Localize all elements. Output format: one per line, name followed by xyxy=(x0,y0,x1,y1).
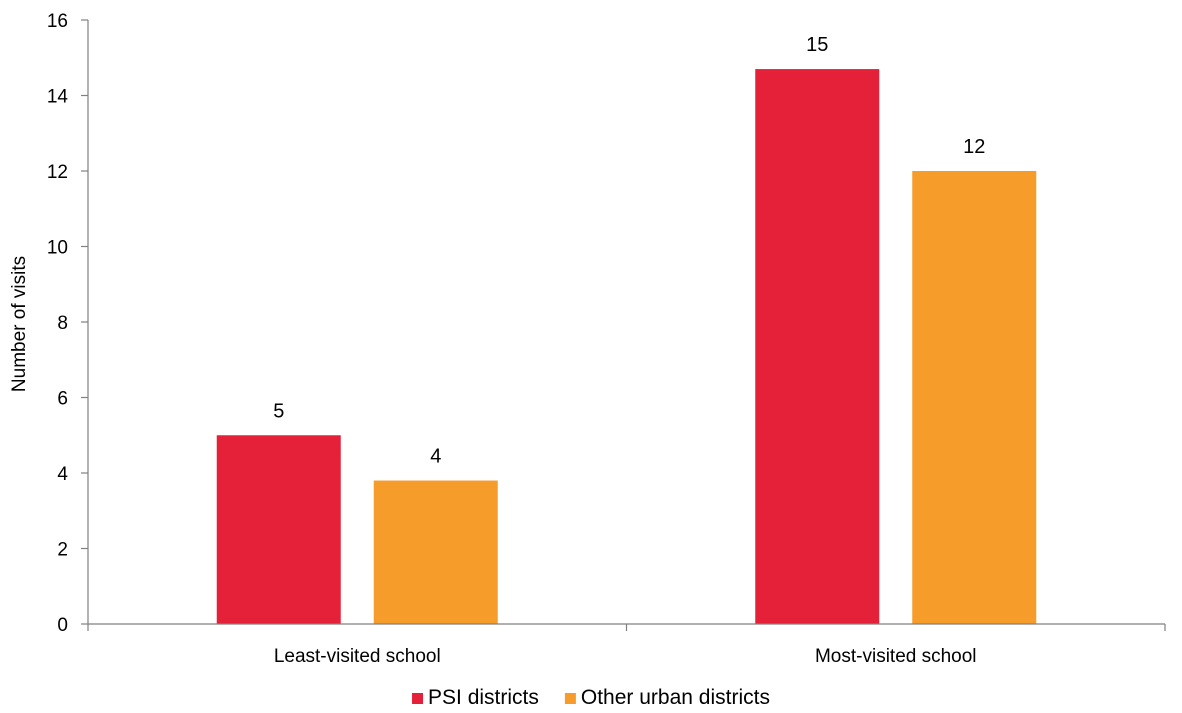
y-tick-label: 14 xyxy=(47,87,69,108)
y-tick-label: 6 xyxy=(57,389,68,410)
y-tick-label: 8 xyxy=(57,313,68,334)
x-axis: Least-visited school Most-visited school xyxy=(87,623,1166,667)
y-tick-label: 16 xyxy=(47,11,68,32)
legend-item: Other urban districts xyxy=(564,686,770,709)
data-label: 5 xyxy=(273,400,284,422)
y-tick-label: 2 xyxy=(57,540,68,561)
legend-label: PSI districts xyxy=(428,686,539,709)
y-tick-label: 12 xyxy=(47,162,68,183)
y-tick-label: 4 xyxy=(57,464,68,485)
data-label: 4 xyxy=(430,446,441,468)
y-tick-label: 0 xyxy=(57,615,68,636)
y-tick-label: 10 xyxy=(47,238,68,259)
bar xyxy=(216,435,341,624)
data-label: 15 xyxy=(806,34,828,56)
y-axis: 0 2 4 6 8 10 12 14 16 xyxy=(47,11,89,636)
x-category-label: Least-visited school xyxy=(274,646,441,667)
bars xyxy=(216,69,1037,624)
bar xyxy=(373,480,498,624)
legend-swatch xyxy=(412,693,424,704)
legend-label: Other urban districts xyxy=(581,686,770,709)
legend-swatch xyxy=(564,693,576,704)
data-labels: 5 4 15 12 xyxy=(273,34,985,467)
legend-item: PSI districts xyxy=(412,686,539,709)
bar xyxy=(912,171,1037,624)
y-axis-title: Number of visits xyxy=(9,256,30,392)
legend: PSI districts Other urban districts xyxy=(412,686,770,709)
data-label: 12 xyxy=(963,136,985,158)
bar xyxy=(755,69,880,624)
x-category-label: Most-visited school xyxy=(815,646,977,667)
